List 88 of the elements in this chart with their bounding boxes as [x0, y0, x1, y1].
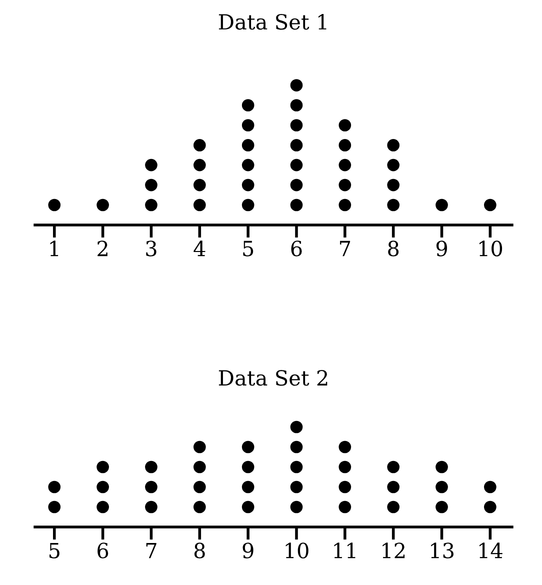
point [48, 480, 61, 494]
point [48, 198, 61, 212]
point [96, 480, 109, 494]
x-tick-label: 2 [98, 240, 108, 256]
x-tick-label: 8 [194, 542, 205, 558]
x-tick-label: 3 [146, 240, 156, 256]
point [242, 139, 254, 152]
x-tick-label: 8 [388, 240, 399, 256]
point [338, 480, 352, 494]
point [387, 500, 400, 514]
x-tick-label: 1 [50, 240, 58, 256]
point [290, 119, 303, 132]
point [290, 198, 303, 212]
point [290, 500, 303, 514]
point [338, 198, 352, 212]
point [242, 198, 254, 212]
x-tick-label: 4 [194, 240, 206, 256]
point [145, 480, 158, 494]
point [48, 500, 61, 514]
point [242, 460, 254, 474]
point [387, 178, 400, 192]
point [242, 500, 254, 514]
point [290, 139, 303, 152]
x-tick-label: 10 [286, 542, 308, 558]
point [338, 119, 352, 132]
point [242, 119, 254, 132]
point [290, 158, 303, 172]
point [193, 460, 206, 474]
point [96, 500, 109, 514]
point [145, 460, 158, 474]
point [484, 198, 496, 212]
point [290, 178, 303, 192]
x-tick-label: 7 [146, 542, 156, 558]
chart-title: Data Set 2 [218, 370, 328, 386]
point [387, 480, 400, 494]
point [290, 460, 303, 474]
point [387, 158, 400, 172]
point [290, 99, 303, 112]
point [193, 198, 206, 212]
point [387, 198, 400, 212]
point [338, 178, 352, 192]
point [338, 500, 352, 514]
x-tick-label: 6 [98, 542, 108, 558]
point [290, 420, 303, 434]
point [193, 480, 206, 494]
point [145, 178, 158, 192]
x-tick-label: 7 [340, 240, 350, 256]
x-tick-label: 10 [479, 240, 502, 256]
point [436, 480, 448, 494]
point [242, 99, 254, 112]
point [290, 440, 303, 454]
point [145, 158, 158, 172]
point [242, 158, 254, 172]
point [193, 178, 206, 192]
point [193, 158, 206, 172]
point [387, 139, 400, 152]
x-tick-label: 13 [431, 542, 454, 558]
point [193, 440, 206, 454]
point [436, 500, 448, 514]
point [290, 480, 303, 494]
x-tick-label: 14 [479, 542, 502, 558]
point [242, 440, 254, 454]
x-tick-label: 9 [436, 240, 447, 256]
point [145, 198, 158, 212]
point [338, 139, 352, 152]
x-tick-label: 6 [291, 240, 302, 256]
point [242, 178, 254, 192]
point [338, 158, 352, 172]
point [193, 139, 206, 152]
x-tick-label: 11 [334, 542, 356, 558]
point [387, 460, 400, 474]
x-tick-label: 9 [242, 542, 254, 558]
chart-title: Data Set 1 [218, 14, 326, 30]
x-tick-label: 5 [50, 542, 60, 558]
point [145, 500, 158, 514]
point [242, 480, 254, 494]
point [96, 460, 109, 474]
point [484, 480, 496, 494]
point [96, 198, 109, 212]
x-tick-label: 5 [243, 240, 254, 256]
point [193, 500, 206, 514]
point [338, 460, 352, 474]
point [338, 440, 352, 454]
point [436, 460, 448, 474]
point [290, 79, 303, 92]
point [436, 198, 448, 212]
point [484, 500, 496, 514]
x-tick-label: 12 [382, 542, 405, 558]
